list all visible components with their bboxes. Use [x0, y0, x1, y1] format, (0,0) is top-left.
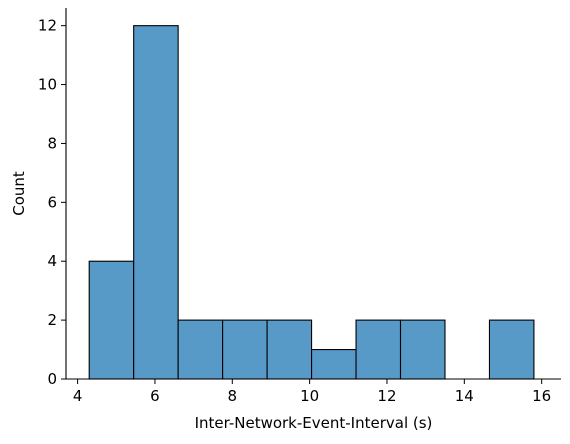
axes-group: [65, 8, 561, 380]
histogram-bar-3: [222, 319, 268, 380]
y-tick-label: 6: [47, 193, 57, 211]
histogram-bar-2: [177, 319, 224, 380]
histogram-bar-6: [355, 319, 402, 380]
y-tick-label: 2: [47, 311, 57, 329]
x-tick-label: 12: [377, 387, 396, 405]
x-tick-label: 16: [532, 387, 551, 405]
x-tick-label: 10: [300, 387, 319, 405]
x-tick-label: 6: [150, 387, 160, 405]
histogram-bar-9: [488, 319, 535, 380]
x-tick-label: 14: [455, 387, 474, 405]
y-tick-label: 0: [47, 370, 57, 388]
y-tick-label: 12: [38, 17, 57, 35]
histogram-bar-4: [266, 319, 313, 380]
histogram-bar-7: [399, 319, 446, 380]
histogram-bar-5: [311, 349, 357, 380]
y-tick-label: 4: [47, 252, 57, 270]
y-axis-label: Count: [10, 171, 28, 216]
x-tick-label: 4: [73, 387, 83, 405]
y-tick-label: 8: [47, 134, 57, 152]
x-axis-label: Inter-Network-Event-Interval (s): [195, 414, 433, 432]
y-tick-label: 10: [38, 76, 57, 94]
histogram-bar-1: [133, 25, 179, 380]
bars-group: [88, 25, 535, 380]
x-tick-label: 8: [228, 387, 238, 405]
histogram-bar-0: [88, 260, 135, 380]
x-ticks-group: 4 6 8 10 12 14 16: [73, 379, 551, 405]
y-ticks-group: 0 2 4 6 8 10 12: [38, 17, 66, 388]
